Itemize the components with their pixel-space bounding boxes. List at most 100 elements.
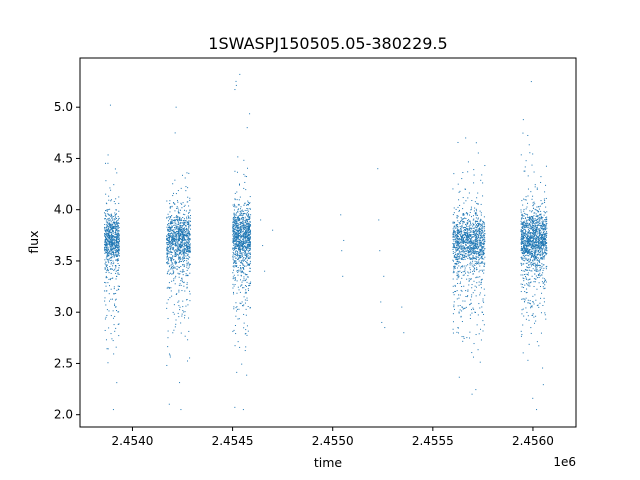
data-point — [249, 231, 251, 233]
data-point — [112, 228, 114, 230]
data-point — [248, 214, 250, 216]
data-point — [462, 259, 464, 261]
data-point — [188, 244, 190, 246]
data-point — [532, 295, 534, 297]
data-point — [452, 239, 454, 241]
data-point — [238, 241, 240, 243]
data-point — [544, 235, 546, 237]
data-point — [456, 249, 458, 251]
data-point — [170, 257, 171, 259]
data-point — [528, 261, 530, 263]
data-point — [178, 230, 180, 232]
data-point — [454, 262, 456, 264]
data-point — [239, 242, 241, 244]
data-point — [533, 212, 535, 214]
data-point — [116, 229, 118, 231]
data-point — [474, 226, 476, 228]
data-point — [181, 241, 183, 243]
data-point — [113, 218, 115, 220]
data-point — [186, 218, 188, 220]
data-point — [475, 234, 477, 236]
data-point — [479, 253, 481, 255]
data-point — [168, 216, 170, 218]
data-point — [520, 211, 522, 213]
data-point — [244, 254, 246, 256]
data-point — [106, 256, 108, 258]
data-point — [538, 237, 540, 239]
data-point — [538, 223, 540, 225]
data-point — [110, 213, 112, 215]
data-point — [248, 247, 250, 249]
data-point — [167, 237, 169, 239]
data-point — [236, 223, 238, 225]
data-point — [532, 235, 534, 237]
data-point — [168, 226, 169, 228]
data-point — [463, 226, 465, 228]
data-point — [537, 259, 539, 261]
data-point — [465, 212, 467, 214]
data-point — [185, 186, 187, 188]
data-point — [455, 262, 457, 264]
data-point — [534, 243, 536, 245]
data-point — [523, 274, 525, 276]
data-point — [473, 257, 475, 259]
data-point — [242, 238, 244, 240]
data-point — [460, 251, 462, 253]
data-point — [180, 233, 182, 235]
data-point — [106, 248, 108, 250]
data-point — [112, 250, 114, 252]
data-point — [463, 242, 465, 244]
data-point — [248, 231, 250, 233]
data-point — [469, 221, 471, 223]
data-point — [473, 249, 475, 251]
data-point — [457, 241, 459, 243]
data-point — [533, 303, 535, 305]
data-point — [524, 225, 526, 227]
data-point — [185, 222, 187, 224]
data-point — [472, 255, 474, 257]
data-point — [527, 299, 529, 301]
data-point — [240, 250, 242, 252]
data-point — [235, 254, 237, 256]
data-point — [538, 247, 540, 249]
data-point — [528, 243, 530, 245]
data-point — [455, 239, 457, 241]
data-point — [178, 239, 180, 241]
data-point — [234, 224, 236, 226]
data-point — [234, 278, 236, 280]
data-point — [178, 284, 180, 286]
data-point — [181, 238, 183, 240]
data-point — [482, 298, 484, 300]
data-point — [186, 282, 188, 284]
data-point — [545, 266, 547, 268]
data-point — [178, 209, 180, 211]
data-point — [484, 294, 486, 296]
data-point — [482, 222, 484, 224]
data-point — [479, 242, 481, 244]
data-point — [523, 234, 525, 236]
data-point — [461, 277, 463, 279]
data-point — [242, 230, 244, 232]
data-point — [537, 217, 539, 219]
data-point — [187, 221, 189, 223]
data-point — [468, 228, 470, 230]
data-point — [520, 335, 522, 337]
data-point — [170, 260, 172, 262]
data-point — [234, 240, 236, 242]
data-point — [115, 245, 117, 247]
data-point — [183, 222, 185, 224]
data-point — [234, 243, 236, 245]
data-point — [533, 242, 535, 244]
data-point — [233, 233, 235, 235]
data-point — [460, 241, 462, 243]
data-point — [479, 254, 481, 256]
data-point — [248, 234, 250, 236]
data-point — [105, 215, 107, 217]
data-point — [114, 214, 116, 216]
data-point — [526, 240, 528, 242]
data-point — [245, 246, 247, 248]
data-point — [117, 233, 119, 235]
data-point — [109, 241, 111, 243]
data-point — [118, 237, 120, 239]
data-point — [542, 236, 544, 238]
